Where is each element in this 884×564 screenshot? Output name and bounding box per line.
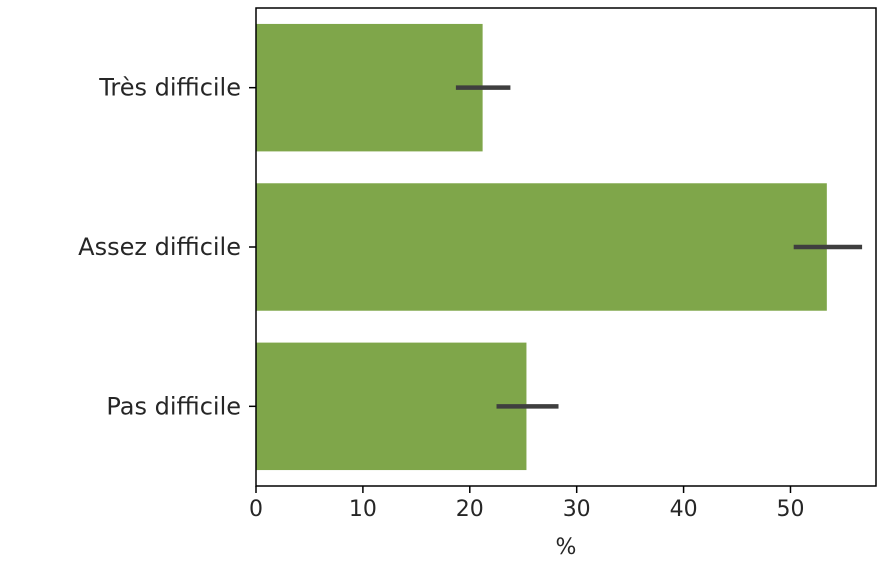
bar	[256, 183, 827, 311]
y-tick-label: Assez difficile	[78, 233, 241, 261]
x-tick-label: 0	[249, 497, 263, 522]
x-tick-label: 40	[670, 497, 698, 522]
y-tick-label: Très difficile	[98, 74, 241, 102]
y-tick-label: Pas difficile	[106, 392, 241, 420]
x-axis-label: %	[556, 535, 577, 560]
x-tick-label: 10	[349, 497, 377, 522]
error-bars-group	[455, 85, 863, 409]
x-tick-label: 30	[563, 497, 591, 522]
y-axis-ticks: Très difficile Assez difficile Pas diffici…	[78, 74, 256, 420]
bar	[256, 23, 483, 152]
bar	[256, 342, 527, 471]
x-tick-label: 50	[776, 497, 804, 522]
x-tick-label: 20	[456, 497, 484, 522]
bars-group	[256, 23, 827, 471]
x-axis-ticks: 0 10 20 30 40 50	[249, 486, 804, 522]
